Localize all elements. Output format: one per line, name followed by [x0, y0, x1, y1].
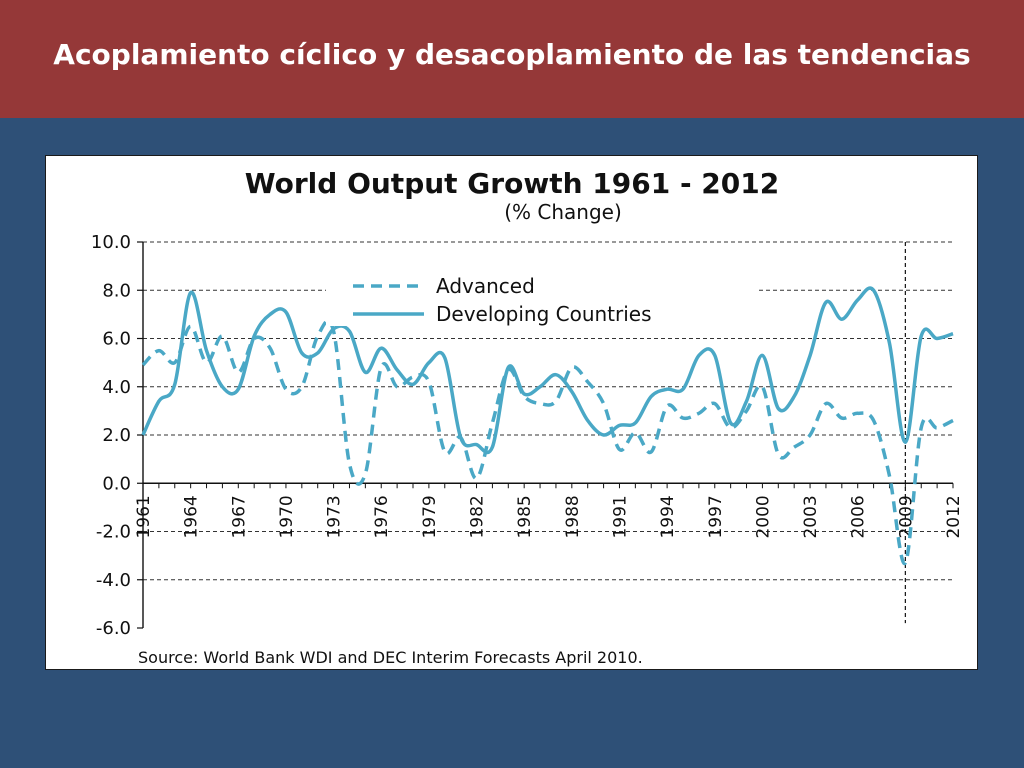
x-axis-tick-labels: 1961 1964 1967 1970 1973 1976 1979 1982 1985 1988… — [134, 495, 964, 538]
series-line-developing-countries — [141, 286, 954, 455]
x-tick-label: 1970 — [277, 495, 297, 538]
y-tick-label: 6.0 — [102, 329, 131, 350]
x-tick-label: 1976 — [372, 495, 392, 538]
y-tick-label: 4.0 — [102, 377, 131, 398]
x-tick-label: 2000 — [753, 495, 773, 538]
x-tick-label: 1988 — [563, 495, 583, 538]
x-tick-label: 1961 — [134, 495, 154, 538]
x-tick-label: 1991 — [610, 495, 630, 538]
x-tick-label: 1997 — [706, 495, 726, 538]
slide-header: Acoplamiento cíclico y desacoplamiento d… — [0, 0, 1024, 118]
y-tick-label: -2.0 — [96, 522, 131, 543]
data-series — [141, 286, 954, 565]
series-line-advanced — [141, 319, 954, 565]
y-axis-tick-labels: 10.0 8.0 6.0 4.0 2.0 0.0 -2.0 -4.0 -6.0 — [91, 232, 131, 639]
y-tick-label: 2.0 — [102, 425, 131, 446]
chart-title: World Output Growth 1961 - 2012 — [245, 167, 780, 200]
x-tick-label: 2003 — [801, 495, 821, 538]
chart-source-note: Source: World Bank WDI and DEC Interim F… — [138, 648, 643, 667]
y-tick-label: 0.0 — [102, 473, 131, 494]
chart-subtitle: (% Change) — [504, 200, 622, 224]
y-tick-label: -6.0 — [96, 618, 131, 639]
x-tick-label: 1979 — [420, 495, 440, 538]
slide-title: Acoplamiento cíclico y desacoplamiento d… — [53, 38, 971, 71]
chart-panel: World Output Growth 1961 - 2012 (% Chang… — [45, 155, 978, 670]
x-tick-label: 1967 — [229, 495, 249, 538]
x-tick-label: 1994 — [658, 495, 678, 538]
x-tick-label: 1973 — [325, 495, 345, 538]
legend-label-advanced: Advanced — [436, 274, 535, 298]
x-tick-label: 2006 — [849, 495, 869, 538]
x-tick-label: 1964 — [182, 495, 202, 538]
axes — [137, 241, 954, 629]
x-tick-label: 1985 — [515, 495, 535, 538]
gridlines — [143, 241, 953, 581]
x-tick-label: 2012 — [944, 495, 964, 538]
y-tick-label: 10.0 — [91, 232, 131, 253]
legend-label-developing: Developing Countries — [436, 302, 652, 326]
world-output-growth-chart: World Output Growth 1961 - 2012 (% Chang… — [91, 167, 964, 667]
y-tick-label: 8.0 — [102, 280, 131, 301]
legend: Advanced Developing Countries — [326, 264, 758, 326]
x-tick-label: 1982 — [468, 495, 488, 538]
y-tick-label: -4.0 — [96, 570, 131, 591]
